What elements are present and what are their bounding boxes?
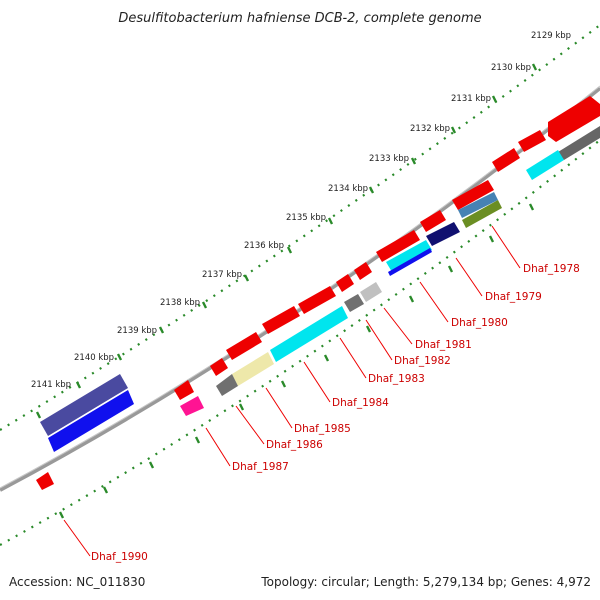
- gene-label[interactable]: Dhaf_1982: [394, 355, 451, 367]
- kbp-labels: 2129 kbp 2130 kbp 2131 kbp 2132 kbp 2133…: [31, 31, 571, 390]
- kbp-label: 2129 kbp: [531, 31, 571, 41]
- cds-block[interactable]: [210, 358, 228, 376]
- cds-block[interactable]: [452, 180, 494, 210]
- gene-label[interactable]: Dhaf_1980: [451, 317, 508, 329]
- feature-block[interactable]: [462, 200, 502, 228]
- gene-label[interactable]: Dhaf_1987: [232, 461, 289, 473]
- feature-block[interactable]: [558, 126, 600, 160]
- gene-label[interactable]: Dhaf_1978: [523, 263, 580, 275]
- kbp-label: 2133 kbp: [369, 154, 409, 164]
- feature-block[interactable]: [48, 390, 134, 452]
- inner-major-ticks: [58, 203, 535, 519]
- kbp-label: 2130 kbp: [491, 63, 531, 73]
- outer-major-ticks: [35, 63, 538, 419]
- feature-block[interactable]: [180, 396, 204, 416]
- feature-blocks: [36, 96, 600, 490]
- kbp-label: 2139 kbp: [117, 326, 157, 336]
- kbp-label: 2138 kbp: [160, 298, 200, 308]
- feature-block[interactable]: [40, 374, 128, 436]
- cds-block[interactable]: [174, 380, 194, 400]
- feature-block[interactable]: [360, 282, 382, 302]
- accession-text: Accession: NC_011830: [9, 575, 145, 589]
- feature-block[interactable]: [386, 240, 432, 272]
- kbp-label: 2135 kbp: [286, 213, 326, 223]
- gene-labels: Dhaf_1978 Dhaf_1979 Dhaf_1980 Dhaf_1981 …: [91, 263, 580, 563]
- cds-block[interactable]: [226, 332, 262, 360]
- gene-label[interactable]: Dhaf_1981: [415, 339, 472, 351]
- feature-block[interactable]: [232, 352, 274, 386]
- kbp-label: 2132 kbp: [410, 124, 450, 134]
- gene-label[interactable]: Dhaf_1984: [332, 397, 389, 409]
- cds-block[interactable]: [36, 472, 54, 490]
- feature-block[interactable]: [270, 306, 348, 362]
- kbp-label: 2140 kbp: [74, 353, 114, 363]
- kbp-label: 2137 kbp: [202, 270, 242, 280]
- feature-block[interactable]: [526, 150, 564, 180]
- gene-leader-lines: [63, 225, 521, 557]
- cds-block[interactable]: [298, 286, 336, 314]
- cds-block[interactable]: [420, 210, 446, 232]
- inner-tick-ring: [0, 139, 600, 546]
- gene-label[interactable]: Dhaf_1990: [91, 551, 148, 563]
- feature-block[interactable]: [458, 192, 498, 218]
- gene-label[interactable]: Dhaf_1985: [294, 423, 351, 435]
- feature-block[interactable]: [344, 294, 364, 312]
- kbp-label: 2131 kbp: [451, 94, 491, 104]
- cds-block[interactable]: [518, 130, 546, 152]
- feature-block[interactable]: [388, 248, 432, 276]
- kbp-label: 2141 kbp: [31, 380, 71, 390]
- gene-label[interactable]: Dhaf_1979: [485, 291, 542, 303]
- gene-label[interactable]: Dhaf_1986: [266, 439, 323, 451]
- cds-block[interactable]: [376, 230, 420, 262]
- kbp-label: 2134 kbp: [328, 184, 368, 194]
- genome-summary-text: Topology: circular; Length: 5,279,134 bp…: [260, 575, 591, 589]
- cds-block[interactable]: [548, 96, 600, 142]
- cds-block[interactable]: [354, 262, 372, 280]
- map-title: Desulfitobacterium hafniense DCB-2, comp…: [118, 11, 481, 26]
- feature-block[interactable]: [216, 374, 238, 396]
- cds-block[interactable]: [262, 306, 300, 334]
- gene-label[interactable]: Dhaf_1983: [368, 373, 425, 385]
- feature-block[interactable]: [426, 222, 460, 246]
- cds-block[interactable]: [336, 274, 354, 292]
- kbp-label: 2136 kbp: [244, 241, 284, 251]
- cds-block[interactable]: [492, 148, 520, 172]
- outer-tick-ring: [0, 24, 600, 431]
